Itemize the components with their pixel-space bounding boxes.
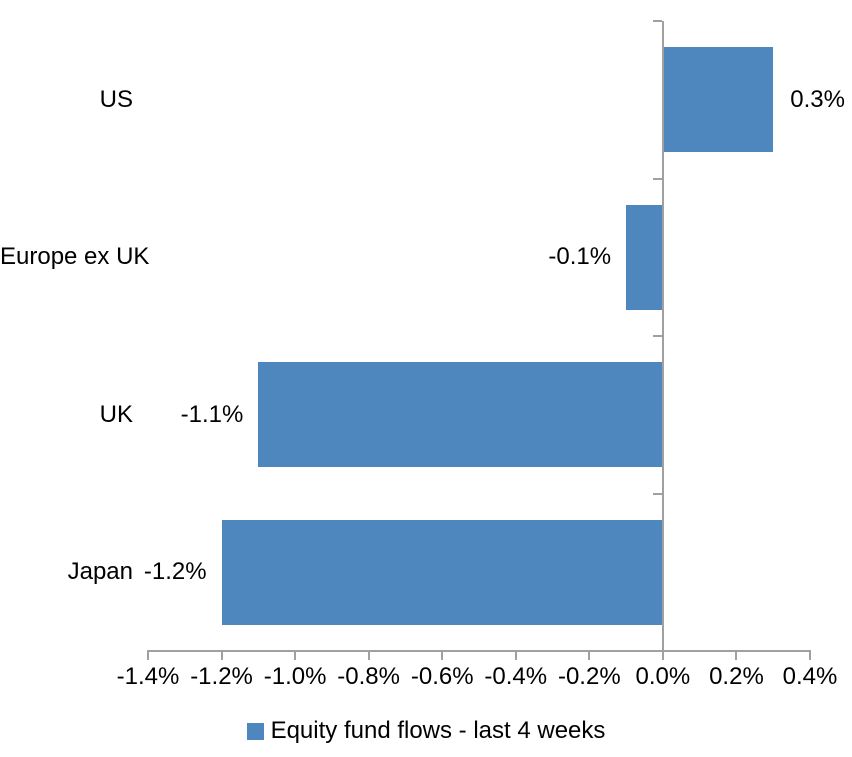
- x-tick-label: -1.2%: [190, 663, 253, 690]
- x-tick-label: -0.8%: [337, 663, 400, 690]
- x-tick-mark: [294, 650, 297, 660]
- y-tick-mark: [652, 650, 662, 652]
- bar-europe-ex-uk: [626, 204, 663, 310]
- bar-us: [662, 47, 774, 153]
- x-tick-mark: [514, 650, 517, 660]
- x-tick-mark: [367, 650, 370, 660]
- x-tick-label: -0.2%: [557, 663, 621, 690]
- category-label: Japan: [67, 558, 133, 586]
- x-tick-label: -1.4%: [116, 663, 180, 690]
- x-tick-label: -0.4%: [484, 663, 548, 690]
- x-tick-mark: [661, 650, 664, 660]
- bar-japan: [221, 519, 663, 625]
- category-label: UK: [99, 400, 133, 428]
- value-label: -1.2%: [143, 558, 207, 586]
- x-tick-mark: [147, 650, 149, 660]
- category-label: US: [99, 85, 133, 113]
- category-label: Europe ex UK: [0, 243, 150, 271]
- legend-label: Equity fund flows - last 4 weeks: [270, 717, 606, 744]
- x-tick-label: 0.4%: [782, 663, 838, 690]
- y-tick-mark: [652, 20, 662, 22]
- legend-swatch-icon: [246, 722, 264, 740]
- y-axis-line: [661, 21, 664, 651]
- x-tick-label: 0.2%: [709, 663, 764, 690]
- value-label: 0.3%: [790, 85, 845, 113]
- legend: Equity fund flows - last 4 weeks: [0, 716, 852, 746]
- y-tick-mark: [652, 335, 662, 337]
- x-tick-mark: [735, 650, 738, 660]
- x-tick-mark: [220, 650, 223, 660]
- x-tick-mark: [809, 650, 811, 660]
- x-tick-label: -0.6%: [410, 663, 474, 690]
- y-tick-mark: [652, 492, 662, 495]
- value-label: -1.1%: [180, 400, 244, 428]
- value-label: -0.1%: [548, 243, 612, 271]
- x-tick-label: -1.0%: [263, 663, 327, 690]
- bar-uk: [258, 362, 663, 468]
- x-axis-line: [147, 650, 811, 652]
- x-tick-label: 0.0%: [635, 663, 691, 690]
- x-tick-mark: [588, 650, 591, 660]
- x-tick-mark: [441, 650, 444, 660]
- y-tick-mark: [652, 177, 662, 180]
